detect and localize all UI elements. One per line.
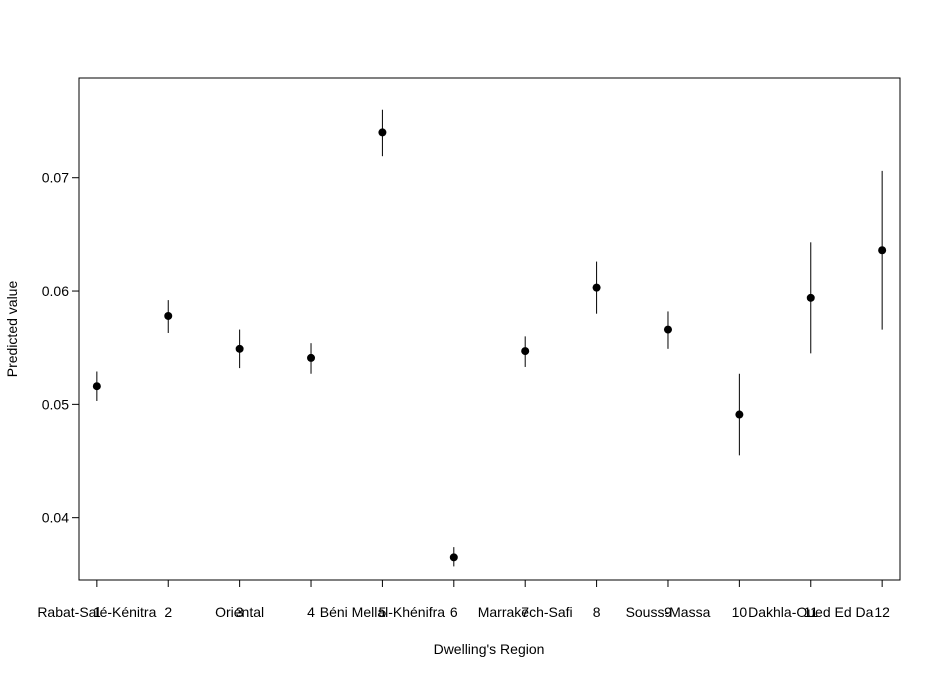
- x-tick-label: 12: [874, 604, 890, 620]
- x-tick-label: 3: [236, 604, 244, 620]
- x-category-name: Béni Mellal-Khénifra: [320, 604, 445, 620]
- x-tick-label: 11: [803, 604, 818, 620]
- x-category-name: Oriental: [215, 604, 264, 620]
- y-axis: 0.04 0.05 0.06 0.07: [42, 170, 79, 526]
- x-axis-label: Dwelling's Region: [434, 641, 545, 657]
- x-tick-label: 8: [593, 604, 601, 620]
- data-point: [92, 382, 101, 391]
- x-tick-label: 4: [307, 604, 315, 620]
- x-category-name: Marrakech-Safi: [478, 604, 573, 620]
- plot-frame: [78, 77, 901, 581]
- data-point: [164, 311, 173, 320]
- data-point: [307, 353, 316, 362]
- data-point: [663, 325, 672, 334]
- data-point: [878, 246, 887, 255]
- x-tick-label: 7: [521, 604, 529, 620]
- data-point: [806, 293, 815, 302]
- data-point: [521, 347, 530, 356]
- y-tick-label: 0.04: [42, 510, 69, 526]
- x-category-name: Rabat-Salé-Kénitra: [37, 604, 156, 620]
- error-bars: [96, 109, 883, 567]
- x-tick-label: 2: [164, 604, 172, 620]
- y-tick-label: 0.07: [42, 170, 69, 186]
- x-tick-label: 10: [732, 604, 748, 620]
- data-points: [92, 128, 887, 562]
- y-axis-label: Predicted value: [4, 281, 20, 378]
- data-point: [378, 128, 387, 137]
- data-point: [235, 344, 244, 353]
- data-point: [735, 410, 744, 419]
- y-tick-label: 0.06: [42, 283, 69, 299]
- x-category-name: Souss-Massa: [626, 604, 711, 620]
- x-tick-label: 1: [93, 604, 101, 620]
- x-category-name: Dakhla-Oued Ed Da: [748, 604, 874, 620]
- x-tick-label: 6: [450, 604, 458, 620]
- data-point: [449, 553, 458, 562]
- data-point: [592, 283, 601, 292]
- x-tick-label: 9: [664, 604, 672, 620]
- y-tick-label: 0.05: [42, 396, 69, 412]
- x-tick-label: 5: [379, 604, 387, 620]
